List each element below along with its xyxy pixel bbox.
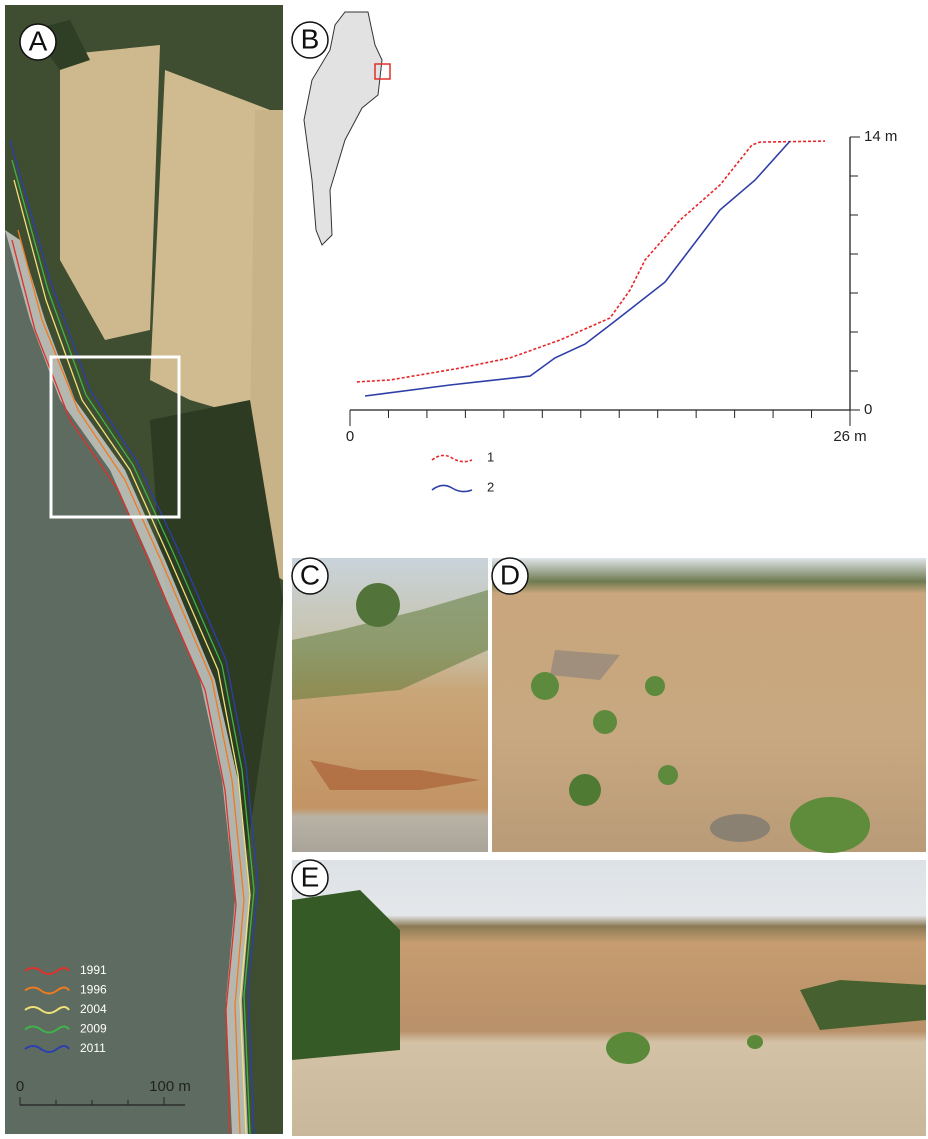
legend-label: 2009	[80, 1022, 107, 1036]
legend-label: 2	[487, 479, 494, 494]
x-tick-label: 26 m	[833, 428, 866, 445]
panel-letter: C	[300, 559, 320, 590]
figure: 1991 1996 2004 2009 2011 0 100 m 0 26 m 0 14 m 1…	[0, 0, 928, 1139]
profile-line	[357, 141, 825, 382]
legend-swatch	[432, 485, 472, 491]
x-tick-label: 0	[346, 428, 354, 445]
photo-d	[492, 558, 926, 853]
legend-label: 2011	[80, 1041, 106, 1055]
panel-letter: D	[500, 559, 520, 590]
legend-swatch	[432, 455, 472, 461]
legend-label: 1991	[80, 963, 107, 977]
y-tick-label: 14 m	[864, 128, 897, 145]
legend-label: 2004	[80, 1002, 107, 1016]
y-tick-label: 0	[864, 401, 872, 418]
aerial-image	[5, 5, 283, 1134]
panel-letter: E	[301, 861, 320, 892]
legend-label: 1	[487, 449, 494, 464]
photo-e	[292, 860, 926, 1136]
profile-line	[365, 141, 790, 396]
panel-letter: A	[29, 25, 48, 56]
panel-letter: B	[301, 23, 320, 54]
legend-label: 1996	[80, 983, 107, 997]
photo-c	[292, 558, 488, 852]
scale-start: 0	[16, 1078, 24, 1095]
scale-end: 100 m	[149, 1078, 191, 1095]
profile-chart: 0 26 m 0 14 m 1 2	[346, 128, 898, 494]
